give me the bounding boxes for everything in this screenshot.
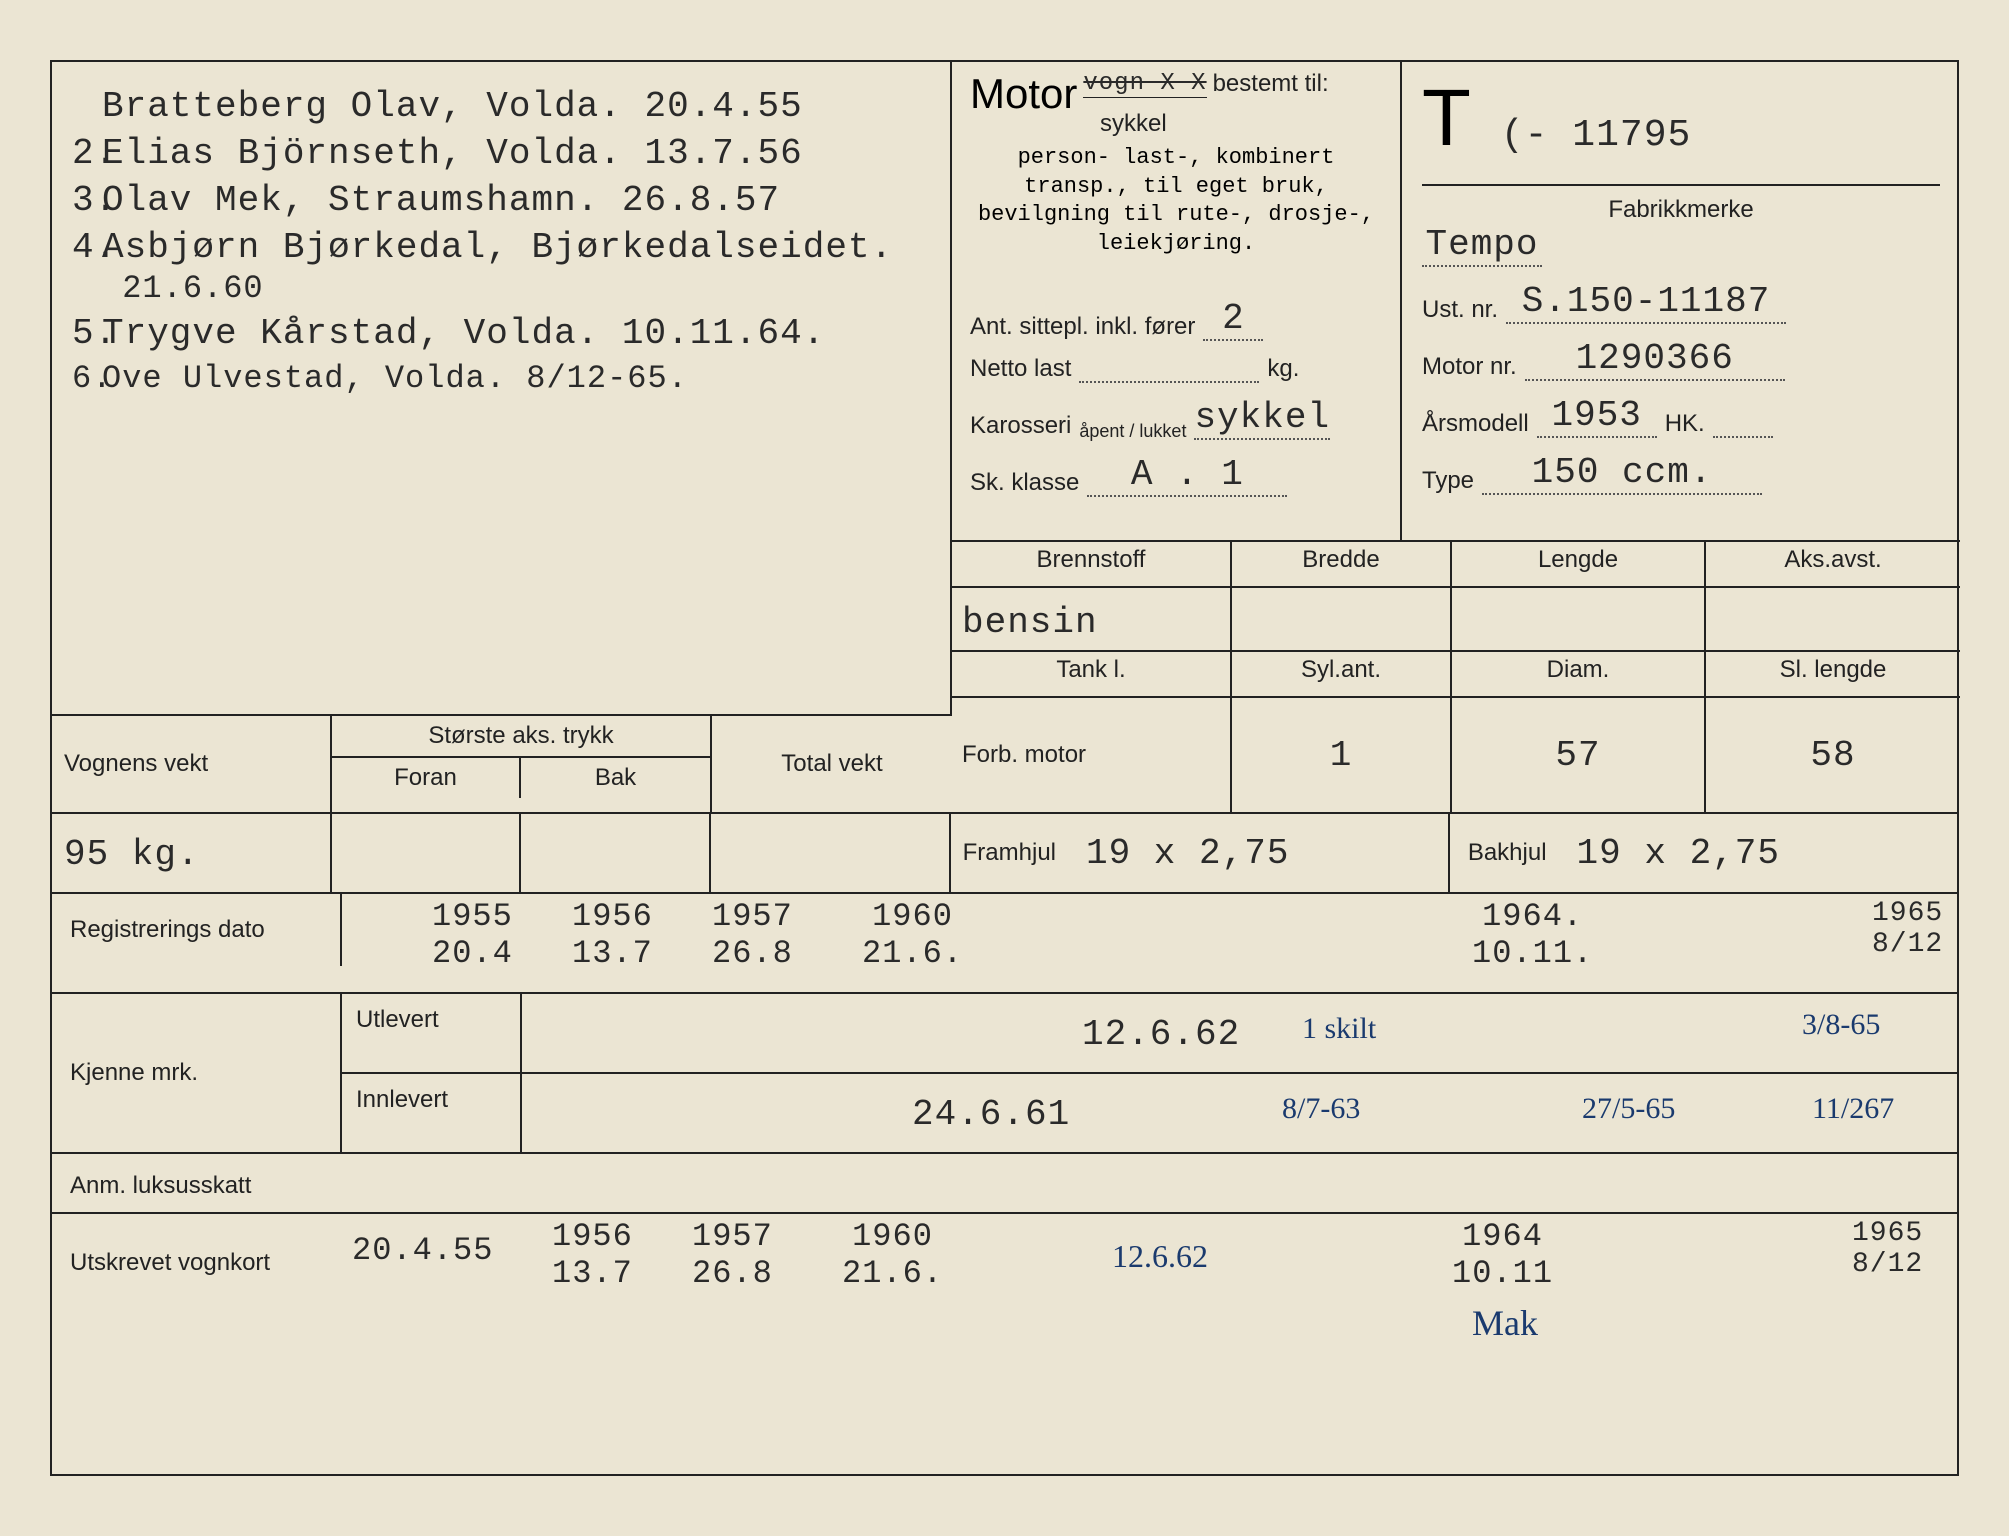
innlevert-4: 11/267	[1812, 1092, 1894, 1126]
owner-1: Bratteberg Olav, Volda. 20.4.55	[72, 86, 930, 127]
spec-hdr-1: Brennstoff Bredde Lengde Aks.avst.	[952, 540, 1960, 586]
fab-val: Tempo	[1422, 224, 1542, 267]
registration-card: Bratteberg Olav, Volda. 20.4.55 2.Elias …	[0, 0, 2009, 1536]
ut-2: 195726.8	[692, 1218, 773, 1292]
reg-1957: 195726.8	[712, 898, 793, 972]
motornr-val: 1290366	[1525, 338, 1785, 381]
ut-5: 196410.11	[1452, 1218, 1553, 1292]
innlevert-2: 8/7-63	[1282, 1092, 1360, 1126]
owner-2: 2.Elias Björnseth, Volda. 13.7.56	[72, 133, 930, 174]
motor-bestemt: bestemt til:	[1213, 70, 1329, 98]
spec-hdr-2: Tank l. Syl.ant. Diam. Sl. lengde	[952, 650, 1960, 696]
ut-1: 195613.7	[552, 1218, 633, 1292]
weight-val: 95 kg.	[52, 814, 332, 892]
ant-label: Ant. sittepl. inkl. fører	[970, 313, 1195, 341]
reg-T: T	[1422, 72, 1471, 164]
reg-1960: 196021.6.	[862, 898, 963, 972]
innlevert-1: 24.6.61	[912, 1094, 1070, 1135]
owner-3: 3.Olav Mek, Straumshamn. 26.8.57	[72, 180, 930, 221]
owner-4: 4.Asbjørn Bjørkedal, Bjørkedalseidet.	[72, 227, 930, 268]
ut-4: 12.6.62	[1112, 1238, 1208, 1275]
weight-hdr: Vognens vekt Største aks. trykk Foran Ba…	[52, 714, 952, 812]
ut-3: 196021.6.	[842, 1218, 943, 1292]
netto-val	[1079, 381, 1259, 383]
sk-val: A . 1	[1087, 454, 1287, 497]
ant-val: 2	[1203, 298, 1263, 341]
type-val: 150 ccm.	[1482, 452, 1762, 495]
reg-1964: 1964.10.11.	[1472, 898, 1593, 972]
motor-block: Motor vogn X X bestemt til: sykkel perso…	[952, 62, 1402, 540]
owners-block: Bratteberg Olav, Volda. 20.4.55 2.Elias …	[52, 62, 952, 714]
owner-6: 6.Ove Ulvestad, Volda. 8/12-65.	[72, 360, 930, 397]
motor-heading: Motor	[970, 70, 1077, 118]
kjenne-row: Kjenne mrk. Utlevert 12.6.62 1 skilt 3/8…	[52, 992, 1957, 1152]
anm-row: Anm. luksusskatt	[52, 1152, 1957, 1212]
ut-0: 20.4.55	[352, 1232, 493, 1269]
bakhjul-val: 19 x 2,75	[1577, 833, 1780, 874]
framhjul-val: 19 x 2,75	[1086, 833, 1289, 874]
reg-1956: 195613.7	[572, 898, 653, 972]
signature: Mak	[1472, 1302, 1538, 1344]
weight-row: 95 kg. Framhjul 19 x 2,75 Bakhjul 19 x 2…	[52, 812, 1957, 892]
spec-val-1: bensin	[952, 586, 1960, 650]
fab-label: Fabrikkmerke	[1422, 196, 1940, 224]
utlevert-1: 12.6.62	[1082, 1014, 1240, 1055]
kaross-label: Karosseri	[970, 412, 1071, 440]
owner-5: 5.Trygve Kårstad, Volda. 10.11.64.	[72, 313, 930, 354]
motor-desc: person- last-, kombinert transp., til eg…	[970, 144, 1382, 258]
ut-6: 19658/12	[1852, 1218, 1923, 1280]
card-border: Bratteberg Olav, Volda. 20.4.55 2.Elias …	[50, 60, 1959, 1476]
reg-1955: 195520.4	[432, 898, 513, 972]
netto-label: Netto last	[970, 355, 1071, 383]
innlevert-3: 27/5-65	[1582, 1092, 1675, 1126]
reg-1965: 19658/12	[1872, 898, 1943, 960]
motor-struck: vogn X X	[1083, 70, 1206, 97]
ust-val: S.150-11187	[1506, 281, 1786, 324]
reg-plate: (- 11795	[1501, 114, 1691, 157]
kaross-val: sykkel	[1194, 397, 1330, 440]
aars-val: 1953	[1537, 395, 1657, 438]
reg-block: T (- 11795 Fabrikkmerke Tempo Ust. nr.S.…	[1402, 62, 1960, 540]
utskrevet-row: Utskrevet vognkort	[52, 1212, 1957, 1312]
utlevert-3: 3/8-65	[1802, 1008, 1880, 1042]
spec-val-2: Forb. motor 1 57 58	[952, 696, 1960, 812]
motor-under: sykkel	[1100, 110, 1382, 138]
regdato-row: Registrerings dato	[52, 892, 1957, 992]
owner-4b: 21.6.60	[72, 270, 930, 307]
sk-label: Sk. klasse	[970, 469, 1079, 497]
utlevert-2: 1 skilt	[1302, 1012, 1376, 1046]
